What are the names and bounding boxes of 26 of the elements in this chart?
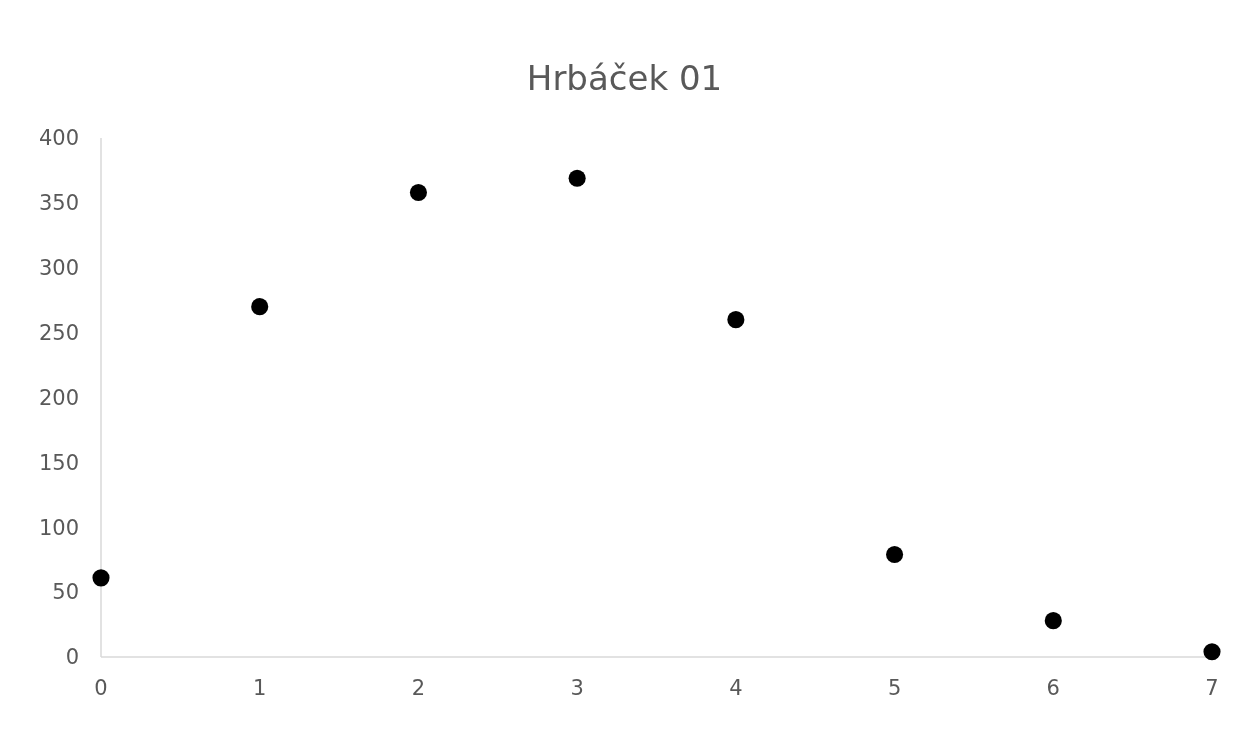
x-tick-label: 4 [729, 676, 743, 700]
point [886, 545, 904, 564]
y-tick-label: 100 [38, 515, 79, 540]
x-tick-label: 2 [411, 676, 426, 700]
x-tick-label: 5 [887, 676, 902, 700]
point [568, 169, 586, 187]
point [251, 298, 269, 316]
y-tick-label: 0 [65, 645, 79, 670]
point [1203, 643, 1221, 661]
y-tick-label: 400 [38, 126, 79, 151]
y-tick-label: 300 [38, 256, 79, 281]
y-tick-label: 200 [38, 385, 79, 410]
y-tick-label: 150 [38, 450, 79, 475]
x-tick-label: 6 [1046, 676, 1060, 700]
y-tick-label: 250 [38, 320, 79, 345]
y-tick-label: 50 [52, 580, 79, 605]
y-tick-label: 350 [38, 191, 79, 216]
x-tick-label: 0 [94, 676, 108, 700]
point [1044, 612, 1062, 630]
point [409, 183, 427, 202]
x-tick-label: 7 [1205, 676, 1219, 700]
x-tick-label: 1 [253, 676, 267, 700]
x-tick-label: 3 [570, 676, 584, 700]
point [92, 569, 110, 587]
chart-title: Hrbáček 01 [526, 58, 723, 98]
point [727, 311, 745, 329]
